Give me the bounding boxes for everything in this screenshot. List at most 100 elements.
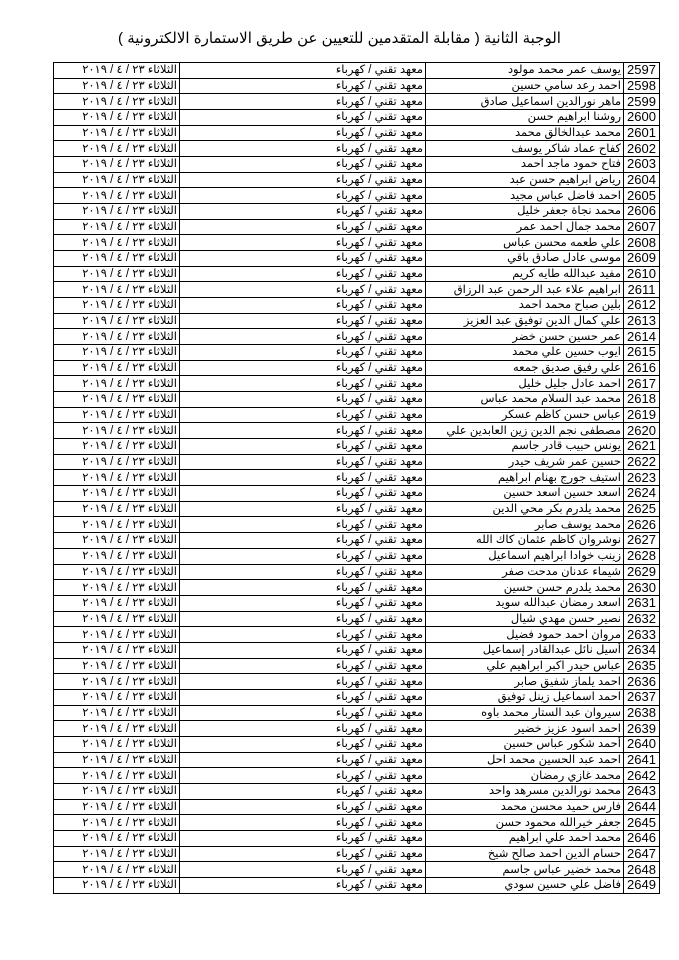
interview-date: الثلاثاء ٢٣ / ٤ / ٢٠١٩ [53, 469, 180, 487]
table-row: 2610 مفيد عبدالله طايه كريم معهد تقني / كه… [53, 265, 660, 283]
applicant-number: 2619 [623, 406, 660, 424]
interview-date: الثلاثاء ٢٣ / ٤ / ٢٠١٩ [53, 610, 180, 628]
interview-date: الثلاثاء ٢٣ / ٤ / ٢٠١٩ [53, 109, 180, 126]
applicant-number: 2627 [623, 532, 660, 549]
department: معهد تقني / كهرباء [179, 265, 426, 283]
applicant-name: ابراهيم علاء عبد الرحمن عبد الرزاق [425, 281, 624, 299]
table-row: 2599 ماهر نورالدين اسماعيل صادق معهد تقني … [53, 93, 660, 111]
applicant-name: نصير حسن مهدي شيال [425, 610, 624, 628]
department: معهد تقني / كهرباء [179, 62, 426, 79]
table-row: 2628 زينب خوادا ابراهيم اسماعيل معهد تقني … [53, 547, 660, 565]
department: معهد تقني / كهرباء [179, 77, 426, 95]
applicant-number: 2598 [623, 77, 660, 95]
table-row: 2633 مروان احمد حمود فضيل معهد تقني / كهرب… [53, 626, 660, 643]
department: معهد تقني / كهرباء [179, 720, 426, 737]
applicant-name: يونس حبيب قادر جاسم [425, 438, 624, 455]
applicant-number: 2644 [623, 798, 660, 816]
department: معهد تقني / كهرباء [179, 218, 426, 236]
table-row: 2643 محمد نورالدين مسرهد واحد معهد تقني / … [53, 782, 660, 800]
applicant-name: مصطفى نجم الدين زين العابدين علي [425, 422, 624, 440]
applicant-name: أحمد شكور عباس حسين [425, 735, 624, 753]
applicant-number: 2641 [623, 751, 660, 769]
interview-date: الثلاثاء ٢٣ / ٤ / ٢٠١٩ [53, 203, 180, 220]
applicant-number: 2616 [623, 359, 660, 377]
applicant-name: مروان احمد حمود فضيل [425, 626, 624, 643]
applicant-name: احمد فاضل عباس مجيد [425, 187, 624, 205]
table-row: 2621 يونس حبيب قادر جاسم معهد تقني / كهربا… [53, 438, 660, 455]
table-row: 2640 أحمد شكور عباس حسين معهد تقني / كهربا… [53, 735, 660, 753]
applicant-number: 2628 [623, 547, 660, 565]
interview-date: الثلاثاء ٢٣ / ٤ / ٢٠١٩ [53, 359, 180, 377]
department: معهد تقني / كهرباء [179, 516, 426, 534]
applicant-number: 2610 [623, 265, 660, 283]
applicant-name: عمر حسين حسن خضر [425, 328, 624, 346]
table-row: 2629 شيماء عدنان مدحت صفر معهد تقني / كهرب… [53, 563, 660, 581]
table-row: 2597 يوسف عمر محمد مولود معهد تقني / كهربا… [53, 62, 660, 79]
department: معهد تقني / كهرباء [179, 500, 426, 518]
applicant-name: محمد يلدرم حسن حسين [425, 579, 624, 596]
table-row: 2624 اسعد حسين اسعد حسين معهد تقني / كهربا… [53, 485, 660, 502]
table-row: 2618 محمد عبد السلام محمد عباس معهد تقني /… [53, 391, 660, 408]
applicant-name: مفيد عبدالله طايه كريم [425, 265, 624, 283]
applicant-number: 2640 [623, 735, 660, 753]
department: معهد تقني / كهرباء [179, 297, 426, 314]
applicant-name: محمد عبد السلام محمد عباس [425, 391, 624, 408]
interview-date: الثلاثاء ٢٣ / ٤ / ٢٠١٩ [53, 406, 180, 424]
applicant-number: 2638 [623, 704, 660, 722]
department: معهد تقني / كهرباء [179, 485, 426, 502]
department: معهد تقني / كهرباء [179, 673, 426, 690]
table-row: 2625 محمد يلدرم بكر محي الدين معهد تقني / … [53, 500, 660, 518]
table-row: 2634 أسيل نائل عبدالقادر إسماعيل معهد تقني… [53, 641, 660, 659]
applicant-name: محمد احمد علي ابراهيم [425, 829, 624, 847]
interview-date: الثلاثاء ٢٣ / ٤ / ٢٠١٩ [53, 516, 180, 534]
interview-date: الثلاثاء ٢٣ / ٤ / ٢٠١٩ [53, 187, 180, 205]
applicant-name: احمد رعد سامي حسين [425, 77, 624, 95]
table-row: 2630 محمد يلدرم حسن حسين معهد تقني / كهربا… [53, 579, 660, 596]
department: معهد تقني / كهرباء [179, 782, 426, 800]
applicant-number: 2620 [623, 422, 660, 440]
table-row: 2641 احمد عبد الحسين محمد احل معهد تقني / … [53, 751, 660, 769]
department: معهد تقني / كهرباء [179, 829, 426, 847]
applicant-name: جعفر خيرالله محمود حسن [425, 814, 624, 831]
department: معهد تقني / كهرباء [179, 688, 426, 706]
department: معهد تقني / كهرباء [179, 610, 426, 628]
interview-date: الثلاثاء ٢٣ / ٤ / ٢٠١٩ [53, 735, 180, 753]
interview-date: الثلاثاء ٢٣ / ٤ / ٢٠١٩ [53, 93, 180, 111]
department: معهد تقني / كهرباء [179, 328, 426, 346]
table-row: 2644 فارس حميد محسن محمد معهد تقني / كهربا… [53, 798, 660, 816]
applicant-name: محمد نجاة جعفر خليل [425, 203, 624, 220]
department: معهد تقني / كهرباء [179, 876, 426, 894]
applicant-number: 2635 [623, 657, 660, 675]
applicant-name: نوشروان كاظم عثمان كاك الله [425, 532, 624, 549]
applicant-name: فاضل علي حسين سودي [425, 876, 624, 894]
table-row: 2635 عباس حيدر اكبر ابراهيم علي معهد تقني … [53, 657, 660, 675]
interview-date: الثلاثاء ٢٣ / ٤ / ٢٠١٩ [53, 218, 180, 236]
applicant-number: 2609 [623, 250, 660, 267]
applicant-name: محمد يوسف صابر [425, 516, 624, 534]
applicant-name: روشنا ابراهيم حسن [425, 109, 624, 126]
department: معهد تقني / كهرباء [179, 563, 426, 581]
interview-date: الثلاثاء ٢٣ / ٤ / ٢٠١٩ [53, 626, 180, 643]
interview-date: الثلاثاء ٢٣ / ٤ / ٢٠١٩ [53, 281, 180, 299]
table-row: 2619 عباس حسن كاظم عسكر معهد تقني / كهرباء… [53, 406, 660, 424]
department: معهد تقني / كهرباء [179, 124, 426, 142]
table-row: 2605 احمد فاضل عباس مجيد معهد تقني / كهربا… [53, 187, 660, 205]
department: معهد تقني / كهرباء [179, 547, 426, 565]
applicant-number: 2629 [623, 563, 660, 581]
page-title: الوجبة الثانية ( مقابلة المتقدمين للتعيي… [118, 30, 561, 47]
interview-date: الثلاثاء ٢٣ / ٤ / ٢٠١٩ [53, 814, 180, 831]
applicant-name: شيماء عدنان مدحت صفر [425, 563, 624, 581]
interview-date: الثلاثاء ٢٣ / ٤ / ٢٠١٩ [53, 641, 180, 659]
interview-date: الثلاثاء ٢٣ / ٤ / ٢٠١٩ [53, 422, 180, 440]
interview-date: الثلاثاء ٢٣ / ٤ / ٢٠١٩ [53, 532, 180, 549]
interview-date: الثلاثاء ٢٣ / ٤ / ٢٠١٩ [53, 328, 180, 346]
department: معهد تقني / كهرباء [179, 626, 426, 643]
table-row: 2627 نوشروان كاظم عثمان كاك الله معهد تقني… [53, 532, 660, 549]
department: معهد تقني / كهرباء [179, 234, 426, 252]
table-row: 2646 محمد احمد علي ابراهيم معهد تقني / كهر… [53, 829, 660, 847]
department: معهد تقني / كهرباء [179, 704, 426, 722]
department: معهد تقني / كهرباء [179, 281, 426, 299]
table-row: 2639 احمد اسود عزيز خضير معهد تقني / كهربا… [53, 720, 660, 737]
applicant-name: فتاح حمود ماجد احمد [425, 156, 624, 173]
department: معهد تقني / كهرباء [179, 422, 426, 440]
